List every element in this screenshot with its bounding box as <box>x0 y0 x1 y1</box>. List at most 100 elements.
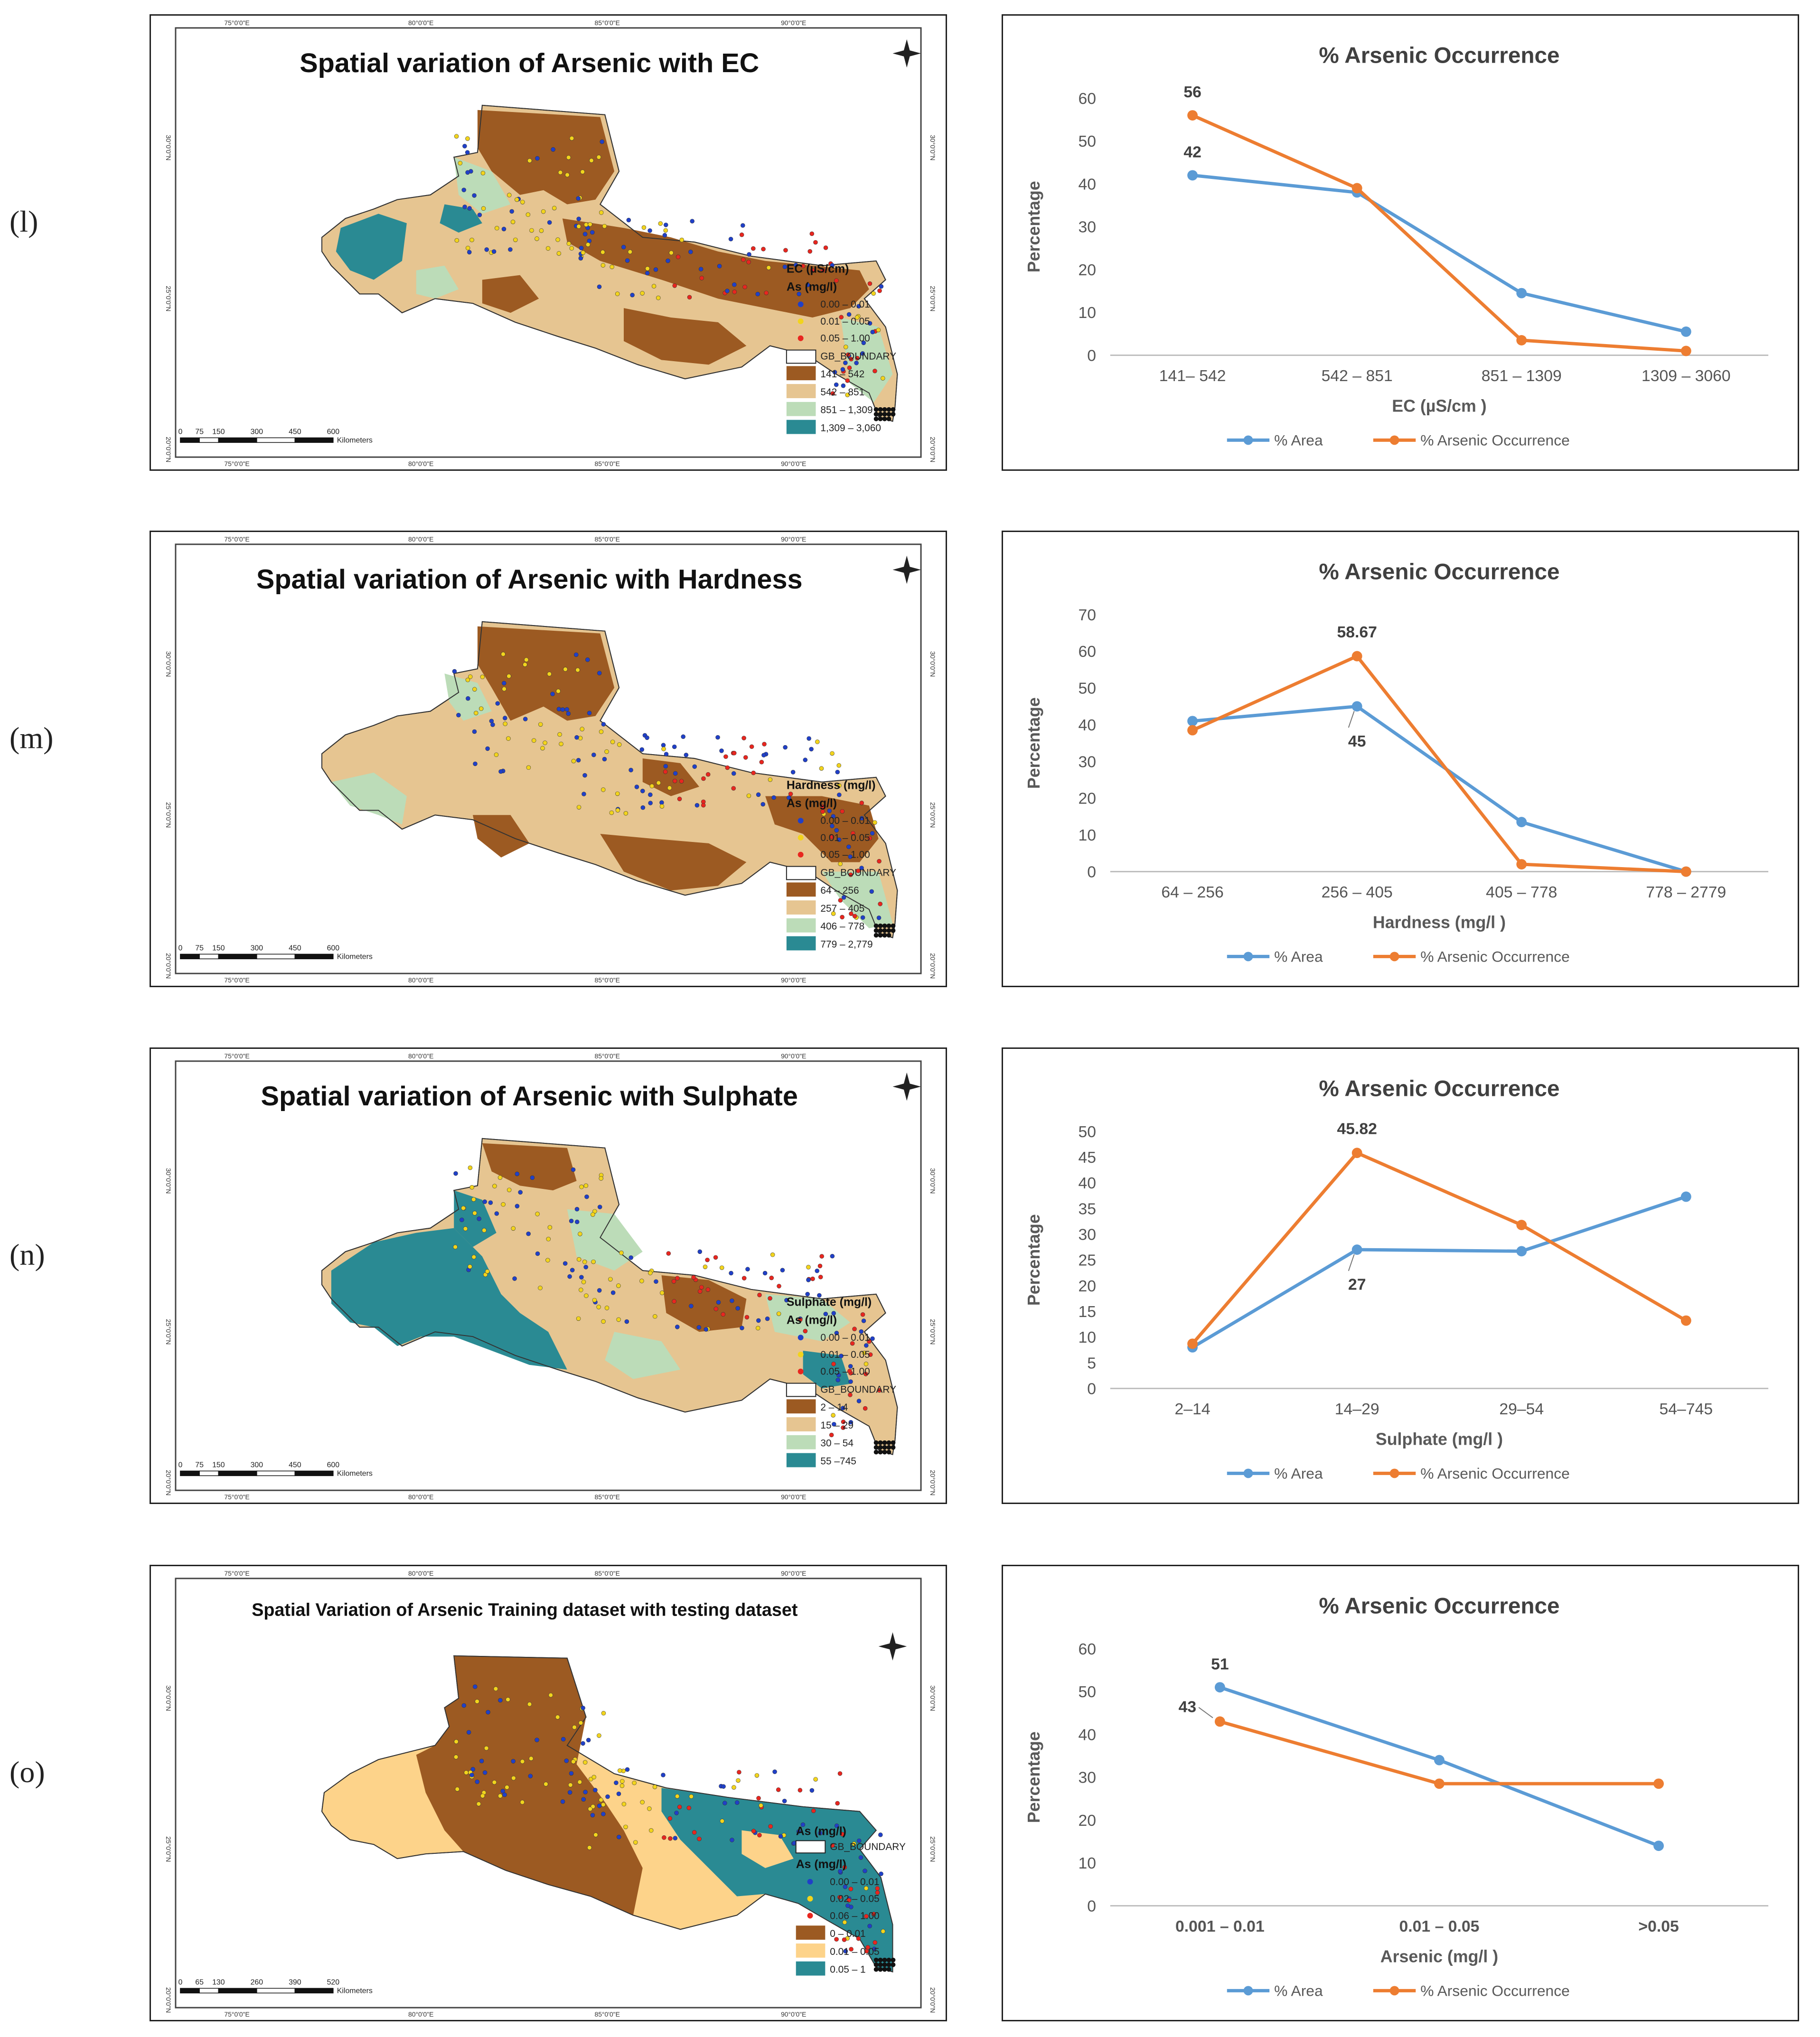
legend-boundary-label: GB_BOUNDARY <box>820 351 896 362</box>
sample-high <box>746 260 751 264</box>
sample-low <box>863 1869 867 1873</box>
x-tick-label: 256 – 405 <box>1322 883 1393 901</box>
sample-low <box>576 196 581 201</box>
sample-high <box>820 268 826 273</box>
sample-high <box>721 1312 726 1317</box>
y-tick-label: 40 <box>1078 1174 1096 1192</box>
legend-fill-class: 779 – 2,779 <box>820 939 872 950</box>
sample-low <box>732 282 737 287</box>
coord-label-left: 30°0'0"N <box>165 1168 172 1194</box>
fill-zone <box>822 871 893 928</box>
delta-island <box>886 416 891 421</box>
sample-low <box>664 752 669 757</box>
sample-low <box>859 1329 864 1334</box>
delta-island <box>886 923 891 928</box>
sample-low <box>790 770 796 775</box>
sample-low <box>560 1799 565 1804</box>
sample-low <box>840 1406 845 1411</box>
delta-island <box>878 1957 883 1962</box>
sample-low <box>597 671 602 676</box>
sample-low <box>797 291 801 297</box>
legend-marker-icon <box>1389 952 1399 962</box>
sample-high <box>667 1816 673 1821</box>
x-tick-label: 405 – 778 <box>1486 883 1557 901</box>
fill-zone <box>661 1788 893 1972</box>
sample-mid <box>601 1802 606 1807</box>
sample-low <box>654 1279 658 1284</box>
sample-high <box>839 315 844 320</box>
delta-island <box>886 1967 891 1972</box>
sample-mid <box>615 791 620 796</box>
sample-mid <box>830 751 835 756</box>
x-tick-label: 1309 – 3060 <box>1642 367 1731 385</box>
scale-tick: 450 <box>289 944 301 952</box>
sample-mid <box>563 667 568 672</box>
scale-tick: 65 <box>195 1978 204 1986</box>
sample-low <box>745 1267 750 1271</box>
scale-segment <box>256 1988 296 1994</box>
legend-fill-swatch <box>796 1944 826 1958</box>
sample-mid <box>541 209 546 214</box>
sample-low <box>681 734 685 739</box>
sample-low <box>535 1738 539 1742</box>
y-tick-label: 30 <box>1078 1769 1096 1787</box>
sample-mid <box>837 783 842 788</box>
sample-mid <box>578 1232 582 1236</box>
sample-mid <box>576 1257 582 1262</box>
sample-high <box>872 1940 878 1945</box>
sample-low <box>834 828 839 833</box>
sample-high <box>725 765 730 770</box>
chart-svg: % Arsenic Occurrence 0 10 20 30 40 50 60 Percent… <box>1024 43 1769 449</box>
sample-low <box>843 360 848 365</box>
sample-low <box>564 1758 569 1763</box>
sample-high <box>842 1937 847 1942</box>
sample-low <box>495 701 500 706</box>
sample-low <box>583 1790 588 1794</box>
sample-low <box>692 764 697 769</box>
sample-low <box>815 1268 820 1273</box>
delta-island <box>873 1440 879 1445</box>
y-tick-label: 60 <box>1078 90 1096 108</box>
sample-high <box>840 1831 845 1837</box>
map-title: Spatial variation of Arsenic with Hardne… <box>256 564 803 595</box>
coord-label-bottom: 90°0'0"E <box>781 460 806 467</box>
sample-high <box>852 914 857 918</box>
sample-mid <box>480 1794 485 1798</box>
sample-low <box>835 769 840 775</box>
coord-label-top: 75°0'0"E <box>224 535 249 543</box>
scale-tick: 0 <box>178 944 182 952</box>
y-tick-label: 35 <box>1078 1200 1096 1218</box>
sample-mid <box>609 810 614 815</box>
y-axis-label: Percentage <box>1024 697 1043 789</box>
sample-mid <box>572 1725 577 1730</box>
sample-high <box>756 1796 761 1801</box>
sample-low <box>479 1758 484 1764</box>
sample-mid <box>579 1185 584 1189</box>
y-tick-label: 0 <box>1087 1380 1096 1398</box>
sample-low <box>528 1774 533 1778</box>
sample-low <box>771 795 776 800</box>
legend-as-title: As (mg/l) <box>787 1314 837 1327</box>
sample-low <box>688 250 693 254</box>
sample-high <box>867 1339 872 1344</box>
sample-high <box>801 263 806 269</box>
sample-high <box>859 801 864 805</box>
sample-mid <box>578 1288 583 1292</box>
sample-low <box>581 1705 585 1710</box>
series-point <box>1187 716 1198 727</box>
sample-high <box>662 1835 666 1840</box>
sample-low <box>605 1794 610 1799</box>
sample-low <box>526 1231 531 1236</box>
sample-mid <box>502 686 507 691</box>
legend-fill-class: 851 – 1,309 <box>820 405 872 416</box>
sample-mid <box>862 1351 867 1355</box>
delta-island <box>882 1440 887 1445</box>
sample-mid <box>465 136 470 141</box>
data-label: 51 <box>1211 1655 1229 1673</box>
sample-mid <box>472 1211 477 1215</box>
delta-island <box>891 928 896 933</box>
series-point <box>1516 335 1527 346</box>
series-point <box>1434 1778 1445 1789</box>
sample-low <box>590 230 595 235</box>
coord-label-top: 75°0'0"E <box>224 1570 249 1577</box>
